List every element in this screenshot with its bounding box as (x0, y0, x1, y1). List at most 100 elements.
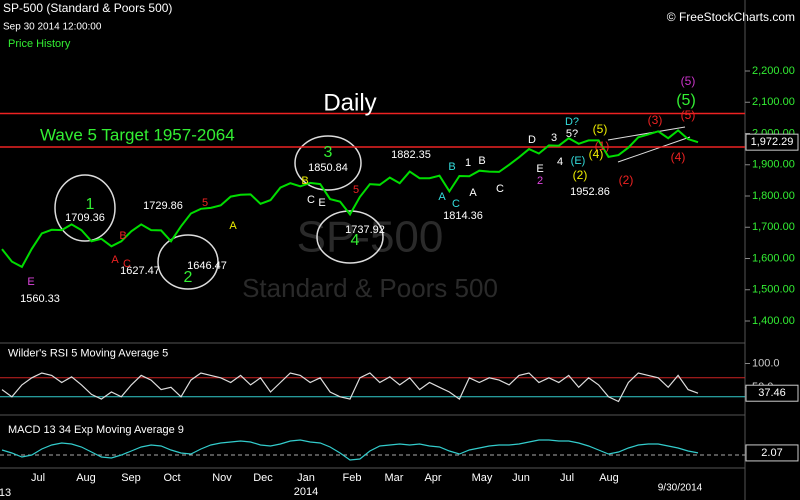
x-extra-label: 2014 (294, 486, 318, 498)
annotation: 1952.86 (570, 186, 610, 198)
copyright: © FreeStockCharts.com (667, 10, 795, 24)
y-tick-label: 1,600.00 (752, 252, 795, 264)
annotation: 1850.84 (308, 162, 348, 174)
annotation: D (528, 134, 536, 146)
x-tick-label: Oct (163, 472, 180, 484)
annotation: B (301, 175, 308, 187)
annotation: 1814.36 (443, 210, 483, 222)
annotation: Daily (323, 89, 376, 116)
annotation: (5) (676, 92, 696, 109)
wave-circle (294, 135, 362, 191)
x-tick-label: Nov (212, 472, 232, 484)
annotation: (5) (681, 108, 696, 122)
x-tick-label: May (472, 472, 493, 484)
annotation: (3) (648, 113, 663, 127)
annotation: (4) (671, 150, 686, 164)
x-tick-label: Jul (31, 472, 45, 484)
annotation: C (452, 198, 460, 210)
annotation: (5) (681, 74, 696, 88)
y-tick-label: 2,100.00 (752, 96, 795, 108)
x-tick-label: Aug (76, 472, 96, 484)
annotation: C (307, 194, 315, 206)
datetime: Sep 30 2014 12:00:00 (3, 22, 102, 33)
indicator-title: Wilder's RSI 5 Moving Average 5 (8, 347, 168, 359)
wave-circle (157, 234, 219, 290)
annotation: (1) (595, 139, 610, 153)
annotation: D? (565, 116, 579, 128)
annotation: 3 (551, 132, 557, 144)
annotation: 5 (353, 184, 359, 196)
y-tick-label: 1,500.00 (752, 284, 795, 296)
x-tick-label: Jun (512, 472, 530, 484)
annotation: C (496, 183, 504, 195)
annotation: 5? (566, 128, 578, 140)
x-tick-label: Jan (297, 472, 315, 484)
wave-circle (54, 174, 116, 242)
x-tick-label: Aug (599, 472, 619, 484)
trend-line (607, 126, 686, 141)
annotation: B (119, 230, 126, 242)
wave-circle (316, 210, 384, 264)
last-value-box (745, 444, 799, 462)
annotation: 5 (202, 197, 208, 209)
annotation: E (536, 163, 543, 175)
annotation: A (469, 187, 477, 199)
series-line (1, 372, 699, 403)
x-tick-label: Jul (560, 472, 574, 484)
annotation: (5) (593, 122, 608, 136)
last-value-box (745, 133, 799, 151)
x-extra-label: 9/30/2014 (658, 483, 703, 494)
x-tick-label: Sep (121, 472, 141, 484)
y-tick-label: 1,900.00 (752, 159, 795, 171)
watermark: SP-500 (297, 213, 444, 262)
symbol-title: SP-500 (Standard & Poors 500) (3, 1, 172, 15)
annotation: A (438, 191, 446, 203)
annotation: 1737.92 (345, 224, 385, 236)
legend: Price History (8, 38, 71, 50)
x-tick-label: Feb (343, 472, 362, 484)
annotation: B (448, 161, 455, 173)
annotation: 3 (324, 144, 333, 161)
y-tick-label: 1,400.00 (752, 315, 795, 327)
last-value-label: 1,972.29 (751, 136, 794, 148)
watermark-sub: Standard & Poors 500 (242, 273, 498, 303)
annotation: (4) (589, 147, 604, 161)
annotation: E (27, 276, 34, 288)
annotation: (2) (619, 173, 634, 187)
annotation: 2 (184, 269, 193, 286)
x-extra-label: 13 (0, 487, 11, 499)
last-value-label: 37.46 (758, 387, 786, 399)
annotation: 1627.47 (120, 265, 160, 277)
annotation: 1560.33 (20, 293, 60, 305)
y-tick-label: 1,800.00 (752, 190, 795, 202)
annotation: 1 (86, 196, 95, 213)
annotation: (2) (573, 168, 588, 182)
annotation: (E) (571, 155, 586, 167)
series-line (1, 129, 699, 269)
annotation: Wave 5 Target 1957-2064 (40, 125, 235, 144)
annotation: C (123, 258, 131, 270)
annotation: E (318, 197, 325, 209)
trend-line (617, 136, 691, 163)
x-tick-label: Dec (253, 472, 273, 484)
annotation: 4 (557, 156, 563, 168)
last-value-box (745, 384, 799, 402)
annotation: 1 (465, 157, 471, 169)
annotation: 4 (351, 232, 360, 249)
y-tick-label: 1,700.00 (752, 221, 795, 233)
x-tick-label: Mar (385, 472, 404, 484)
annotation: 1729.86 (143, 200, 183, 212)
annotation: 2 (537, 175, 543, 187)
annotation: A (111, 254, 119, 266)
annotation: A (229, 220, 237, 232)
annotation: 1646.47 (187, 260, 227, 272)
y-tick-label: 2,200.00 (752, 65, 795, 77)
series-line (1, 439, 699, 461)
annotation: 1709.36 (65, 212, 105, 224)
last-value-label: 2.07 (761, 447, 782, 459)
y-tick-label: 100.0 (752, 357, 780, 369)
indicator-title: MACD 13 34 Exp Moving Average 9 (8, 424, 184, 436)
x-tick-label: Apr (424, 472, 441, 484)
